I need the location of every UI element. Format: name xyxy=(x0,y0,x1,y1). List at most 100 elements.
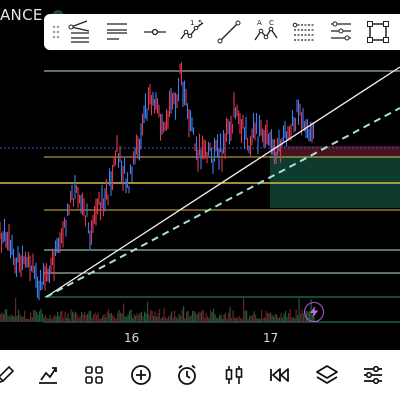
add-icon[interactable] xyxy=(128,362,154,388)
volume-bar xyxy=(172,317,174,322)
trend-line[interactable] xyxy=(45,66,400,298)
volume-bar xyxy=(118,309,120,322)
volume-bar xyxy=(45,315,47,322)
volume-bar xyxy=(148,314,150,322)
volume-bar xyxy=(60,311,62,322)
volume-bar xyxy=(282,317,284,322)
volume-bar xyxy=(117,312,119,322)
volume-bar xyxy=(67,313,69,322)
volume-bar xyxy=(274,313,276,322)
volume-bar xyxy=(214,314,216,322)
volume-bar xyxy=(288,313,290,322)
volume-bar xyxy=(54,314,56,322)
volume-bar xyxy=(210,310,212,322)
chart-type-icon[interactable] xyxy=(221,362,247,388)
fib-retracement-icon[interactable] xyxy=(325,17,357,47)
trend-line-icon[interactable] xyxy=(213,17,245,47)
volume-bar xyxy=(187,310,189,322)
xabcd-pattern-icon[interactable]: A C xyxy=(250,17,282,47)
volume-bar xyxy=(99,318,101,322)
volume-bar xyxy=(285,310,287,322)
volume-bar xyxy=(222,318,224,322)
dashed-trend-line[interactable] xyxy=(45,107,400,298)
volume-bar xyxy=(199,312,201,322)
volume-bar xyxy=(81,311,83,322)
volume-bar xyxy=(42,313,44,322)
volume-bar xyxy=(223,314,225,322)
volume-bar xyxy=(49,314,51,322)
layouts-icon[interactable] xyxy=(81,362,107,388)
volume-bar xyxy=(268,313,270,322)
parallel-channel-icon[interactable] xyxy=(101,17,133,47)
rectangle-icon[interactable] xyxy=(362,17,394,47)
indicators-icon[interactable] xyxy=(35,362,61,388)
price-chart[interactable] xyxy=(0,55,400,325)
symbol-title[interactable]: ANCE xyxy=(0,6,43,24)
volume-bar xyxy=(250,315,252,322)
volume-bar xyxy=(64,311,66,322)
volume-bar xyxy=(7,315,9,322)
volume-bar xyxy=(121,313,123,322)
volume-bar xyxy=(243,297,245,322)
volume-bar xyxy=(103,313,105,322)
volume-bar xyxy=(294,318,296,322)
volume-bar xyxy=(58,315,60,322)
volume-bar xyxy=(114,317,116,322)
draw-icon[interactable] xyxy=(0,362,18,388)
volume-bar xyxy=(24,310,26,322)
volume-bar xyxy=(270,311,272,322)
volume-bar xyxy=(240,318,242,322)
volume-bar xyxy=(106,312,108,322)
volume-bar xyxy=(151,311,153,322)
volume-bar xyxy=(129,310,131,322)
long-position-zone[interactable] xyxy=(270,156,400,208)
volume-bar xyxy=(208,317,210,322)
volume-bar xyxy=(111,313,113,322)
volume-bar xyxy=(13,316,15,322)
volume-bar xyxy=(165,317,167,322)
volume-bar xyxy=(105,317,107,322)
volume-bar xyxy=(271,314,273,322)
volume-bar xyxy=(237,318,239,322)
volume-bar xyxy=(70,309,72,322)
volume-bar xyxy=(69,318,71,322)
volume-bar xyxy=(85,315,87,322)
volume-bar xyxy=(40,308,42,322)
volume-bar xyxy=(91,317,93,322)
fib-channel-icon[interactable] xyxy=(288,17,320,47)
volume-bar xyxy=(202,309,204,322)
settings-icon[interactable] xyxy=(360,362,386,388)
volume-bar xyxy=(166,318,168,322)
volume-bar xyxy=(303,313,305,322)
short-position-zone[interactable] xyxy=(270,146,400,156)
volume-bar xyxy=(193,310,195,322)
volume-bar xyxy=(132,317,134,322)
volume-bar xyxy=(51,318,53,322)
layers-icon[interactable] xyxy=(314,362,340,388)
volume-bar xyxy=(96,315,98,322)
volume-bar xyxy=(141,311,143,322)
volume-bar xyxy=(298,298,300,322)
trend-lines-icon[interactable] xyxy=(64,17,96,47)
alert-icon[interactable] xyxy=(174,362,200,388)
elliott-wave-icon[interactable]: 1 5 xyxy=(176,17,208,47)
volume-bar xyxy=(301,309,303,322)
volume-bar xyxy=(291,317,293,322)
lightning-icon[interactable] xyxy=(304,302,324,322)
volume-bar xyxy=(33,309,35,322)
volume-bar xyxy=(189,316,191,322)
volume-bar xyxy=(192,310,194,322)
volume-bar xyxy=(289,309,291,322)
volume-bar xyxy=(100,318,102,322)
volume-bar xyxy=(267,312,269,322)
drag-handle-icon[interactable] xyxy=(52,22,64,42)
volume-bar xyxy=(109,313,111,322)
volume-bar xyxy=(108,309,110,322)
volume-bar xyxy=(241,318,243,322)
volume-bar xyxy=(249,316,251,322)
volume-bar xyxy=(19,314,21,322)
volume-bar xyxy=(61,310,63,322)
replay-icon[interactable] xyxy=(267,362,293,388)
volume-bar xyxy=(21,316,23,322)
horizontal-line-icon[interactable] xyxy=(139,17,171,47)
